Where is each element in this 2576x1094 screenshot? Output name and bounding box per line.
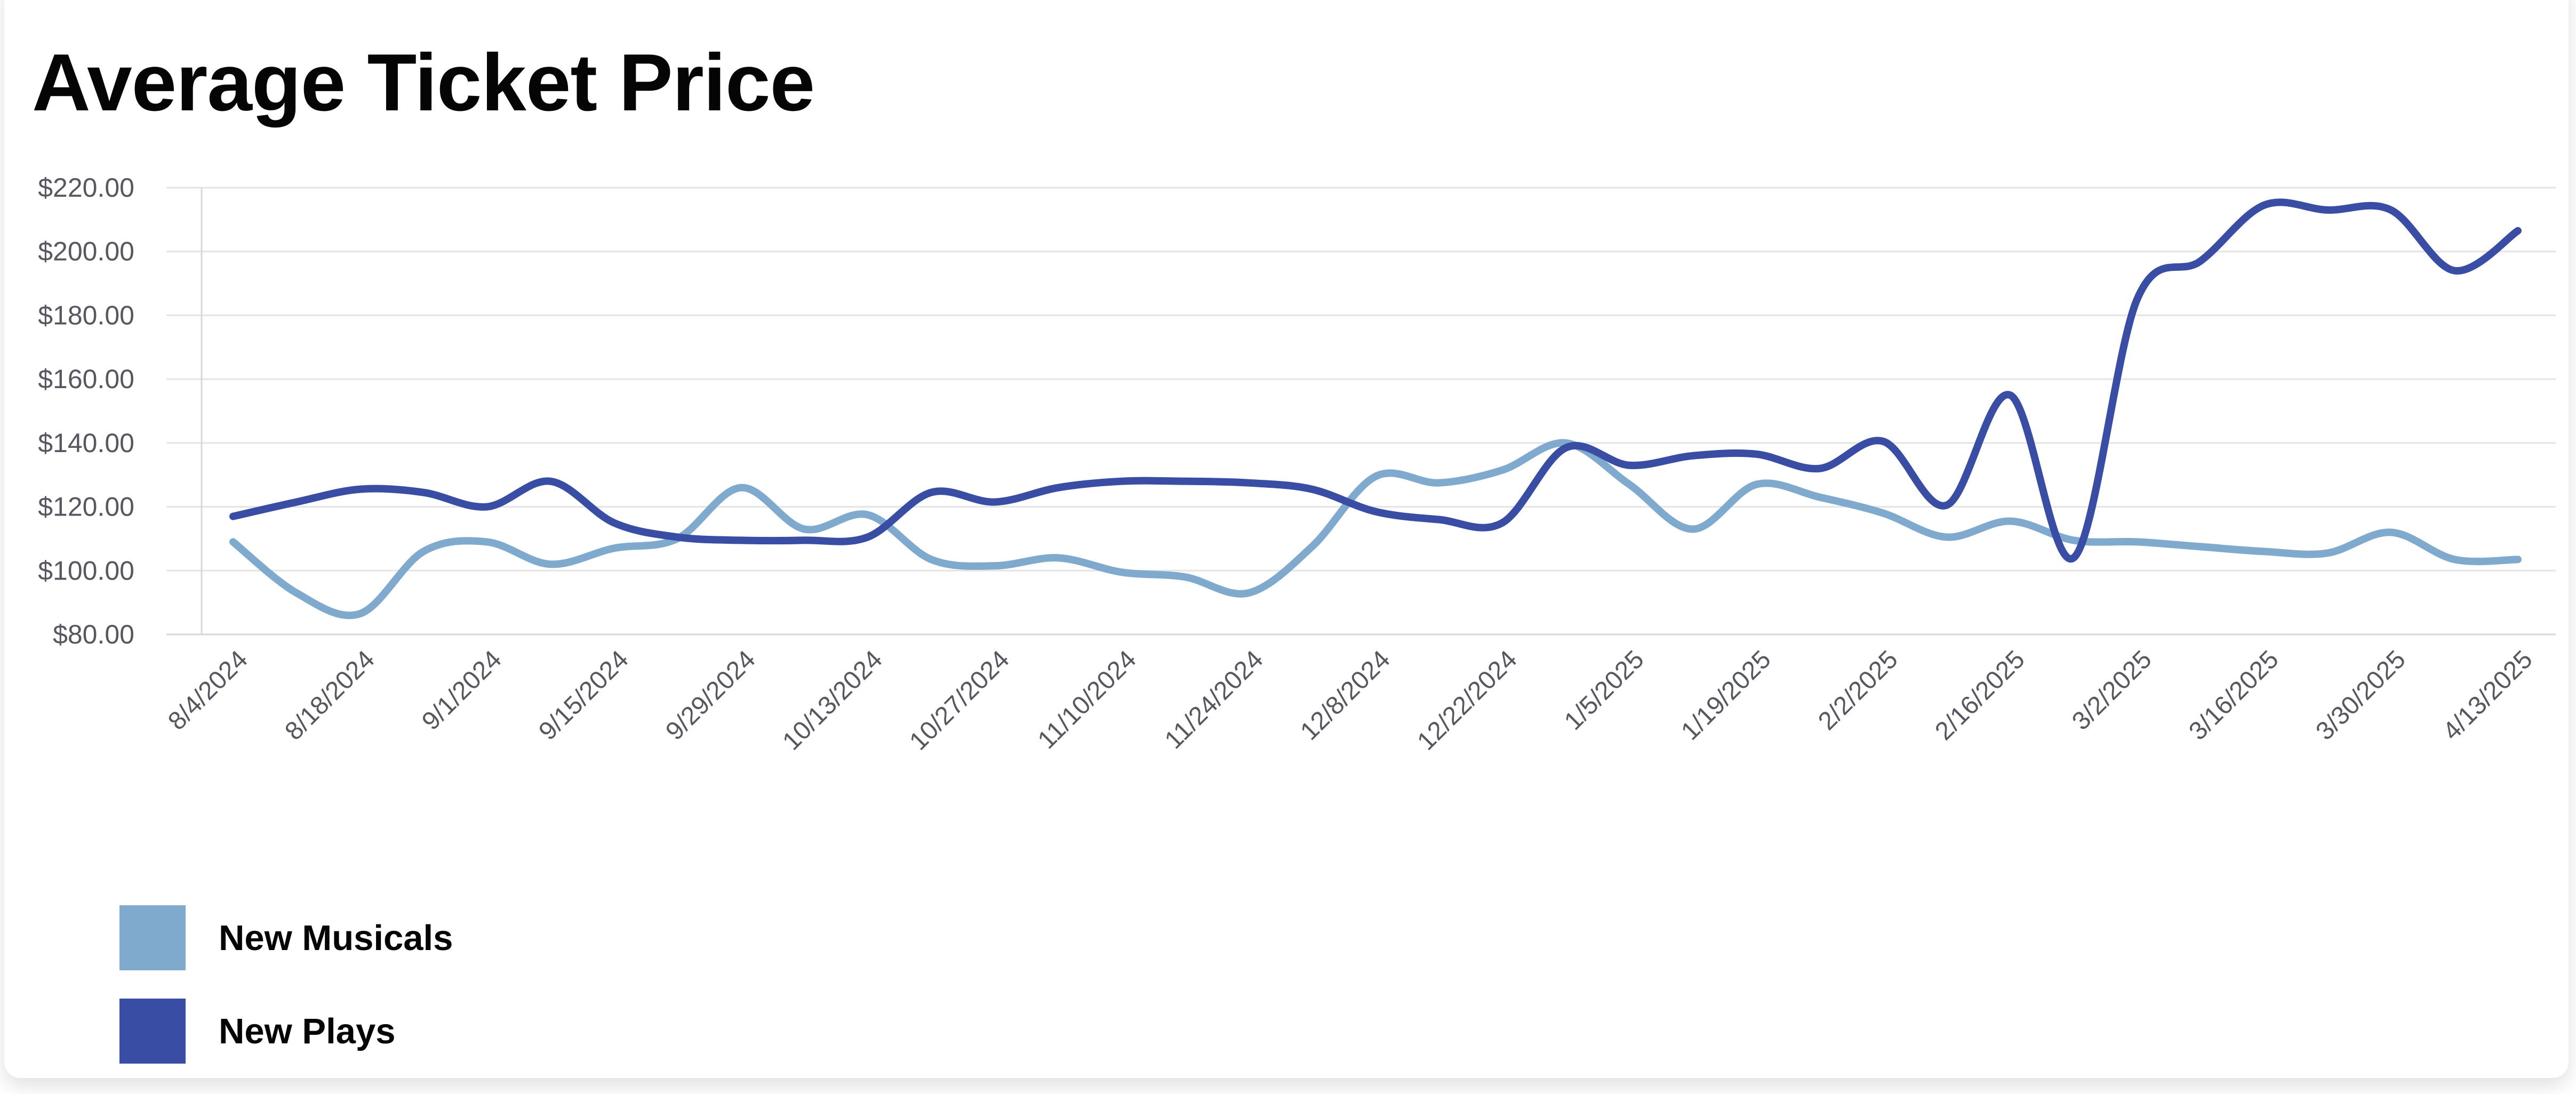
legend-label-new-musicals: New Musicals <box>219 918 453 958</box>
x-axis-label: 3/2/2025 <box>2067 645 2157 736</box>
x-axis-label: 8/4/2024 <box>163 645 253 736</box>
x-axis-label: 2/2/2025 <box>1813 645 1903 736</box>
legend: New Musicals New Plays <box>119 905 453 1064</box>
legend-item-new-plays[interactable]: New Plays <box>119 999 453 1064</box>
series-line-new-musicals <box>229 439 2522 620</box>
y-axis-label: $140.00 <box>38 428 134 458</box>
x-axis-label: 9/1/2024 <box>417 645 507 736</box>
x-axis-label: 4/13/2025 <box>2437 645 2538 745</box>
legend-swatch-new-musicals <box>119 905 186 970</box>
chart-title: Average Ticket Price <box>32 37 815 128</box>
y-axis-label: $80.00 <box>53 620 134 649</box>
y-axis-label: $100.00 <box>38 556 134 585</box>
y-axis-label: $180.00 <box>38 300 134 330</box>
x-axis-label: 3/30/2025 <box>2310 645 2411 745</box>
legend-item-new-musicals[interactable]: New Musicals <box>119 905 453 970</box>
x-axis-label: 2/16/2025 <box>1930 645 2030 745</box>
y-axis-label: $220.00 <box>38 173 134 203</box>
y-axis-label: $200.00 <box>38 237 134 267</box>
x-axis-label: 11/10/2024 <box>1033 645 1142 754</box>
legend-label-new-plays: New Plays <box>219 1011 396 1051</box>
x-axis-label: 12/8/2024 <box>1295 645 1395 745</box>
x-axis-label: 3/16/2025 <box>2183 645 2284 745</box>
x-axis-label: 1/5/2025 <box>1559 645 1650 736</box>
x-axis-label: 10/13/2024 <box>777 645 887 755</box>
y-axis-label: $120.00 <box>38 492 134 522</box>
x-axis-label: 9/29/2024 <box>660 645 761 745</box>
x-axis-label: 1/19/2025 <box>1676 645 1776 745</box>
legend-swatch-new-plays <box>119 999 186 1064</box>
x-axis-label: 11/24/2024 <box>1159 645 1269 754</box>
x-axis-label: 10/27/2024 <box>904 645 1014 755</box>
x-axis-label: 8/18/2024 <box>279 645 380 745</box>
series-line-new-plays <box>229 198 2522 563</box>
y-axis-label: $160.00 <box>38 364 134 394</box>
x-axis-label: 9/15/2024 <box>533 645 634 745</box>
x-axis-label: 12/22/2024 <box>1412 645 1522 755</box>
